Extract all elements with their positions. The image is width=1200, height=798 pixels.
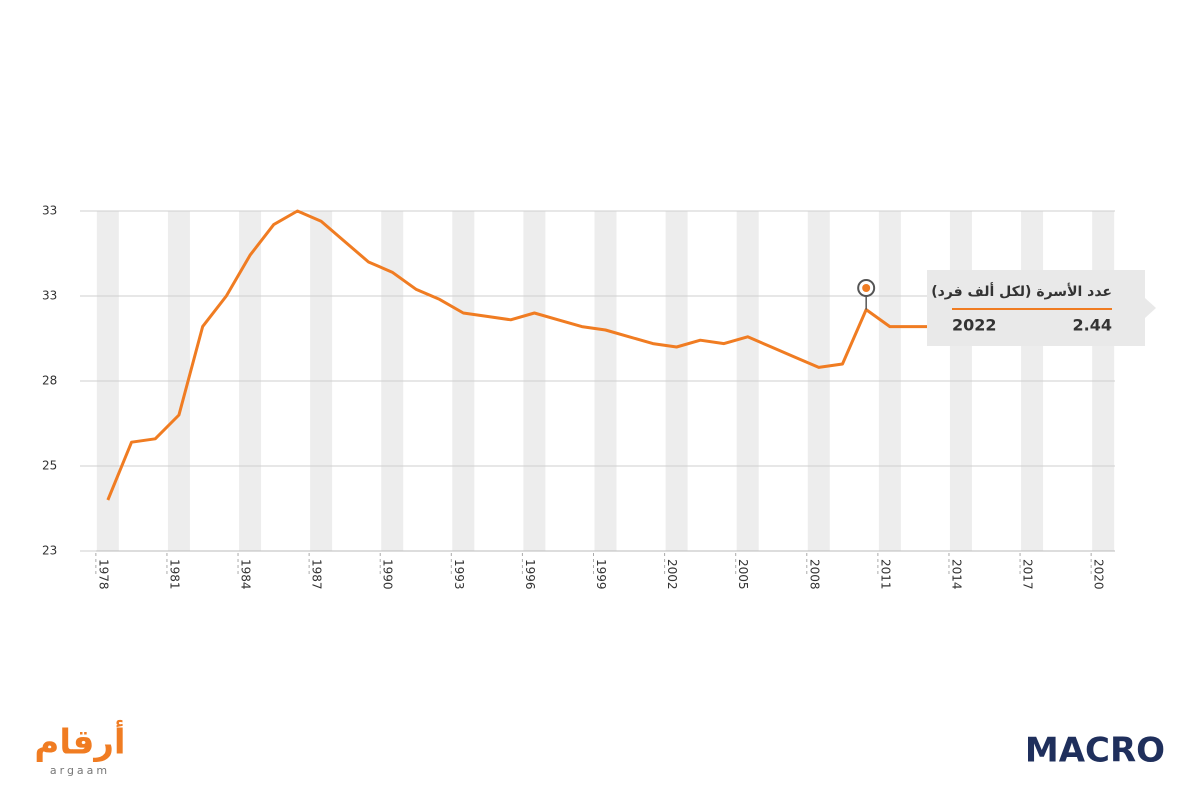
tooltip-value: 2.44 (1073, 316, 1112, 335)
y-tick-label: 28 (42, 374, 57, 388)
x-tick-label: 2014 (949, 559, 963, 590)
y-tick-label: 33 (42, 289, 57, 303)
x-tick-label: 2011 (878, 559, 892, 590)
y-tick-label: 25 (42, 459, 57, 473)
x-tick-label: 1987 (310, 559, 324, 590)
x-tick-label: 2008 (807, 559, 821, 590)
tooltip-arrow (1145, 298, 1156, 318)
x-tick-label: 1990 (381, 559, 395, 590)
x-tick-label: 2005 (736, 559, 750, 590)
x-tick-label: 1978 (96, 559, 110, 590)
x-tick-label: 1993 (452, 559, 466, 590)
x-tick-label: 1984 (239, 559, 253, 590)
x-tick-label: 2020 (1092, 559, 1106, 590)
y-tick-label: 33 (42, 204, 57, 218)
x-tick-label: 1981 (167, 559, 181, 590)
argaam-logo: أرقام (34, 720, 125, 763)
macro-logo: MACRO (1025, 731, 1165, 771)
x-tick-label: 2002 (665, 559, 679, 590)
argaam-logo-sub: argaam (50, 764, 110, 777)
y-tick-label: 23 (42, 544, 57, 558)
tooltip-year: 2022 (952, 316, 997, 335)
x-tick-label: 2017 (1021, 559, 1035, 590)
hover-dot (862, 284, 871, 292)
tooltip-title: عدد الأسرة (لكل ألف فرد) (931, 282, 1112, 300)
x-tick-label: 1996 (523, 559, 537, 590)
tooltip: عدد الأسرة (لكل ألف فرد) 2022 2.44 (927, 270, 1156, 346)
x-tick-label: 1999 (594, 559, 608, 590)
